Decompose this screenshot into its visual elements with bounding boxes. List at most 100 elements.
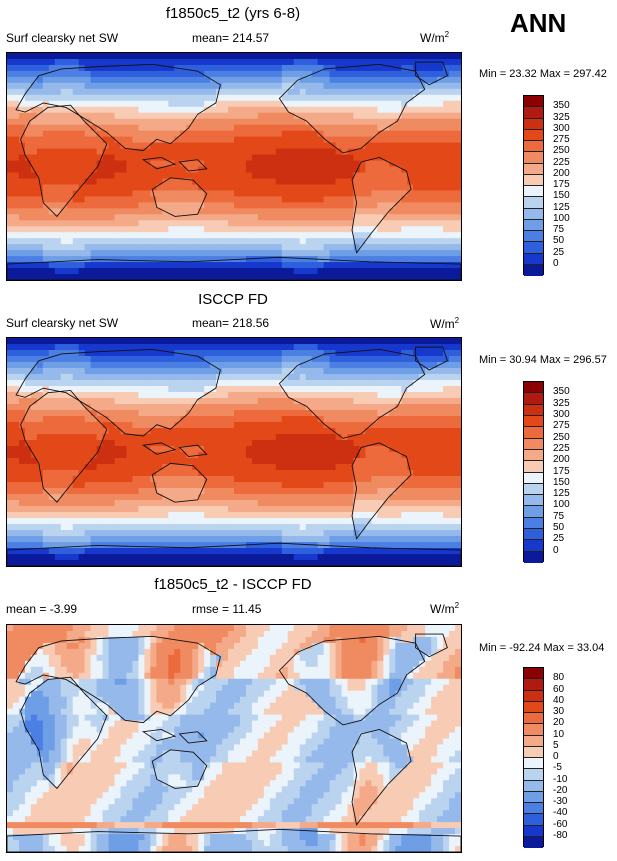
map-cell bbox=[96, 428, 104, 435]
map-cell bbox=[323, 118, 331, 126]
map-cell bbox=[425, 112, 432, 120]
map-cell bbox=[287, 88, 295, 96]
map-cell bbox=[311, 470, 319, 477]
map-cell bbox=[234, 118, 241, 126]
map-cell bbox=[425, 76, 432, 84]
map-cell bbox=[84, 232, 92, 239]
map-cell bbox=[305, 404, 313, 411]
map-cell bbox=[234, 106, 241, 114]
map-cell bbox=[216, 422, 223, 429]
map-cell bbox=[12, 262, 20, 269]
map-cell bbox=[48, 452, 56, 459]
map-cell bbox=[377, 344, 384, 351]
map-cell bbox=[186, 338, 193, 345]
map-cell bbox=[54, 344, 62, 351]
map-cell bbox=[371, 250, 378, 257]
map-cell bbox=[389, 482, 396, 489]
map-cell bbox=[72, 100, 80, 108]
map-cell bbox=[275, 184, 283, 191]
map-cell bbox=[251, 386, 259, 393]
map-cell bbox=[96, 238, 104, 245]
map-cell bbox=[263, 166, 271, 174]
map-cell bbox=[126, 386, 134, 393]
map-cell bbox=[377, 368, 384, 375]
map-cell bbox=[30, 404, 38, 411]
map-cell bbox=[78, 214, 86, 221]
map-cell bbox=[72, 220, 80, 227]
map-cell bbox=[108, 422, 116, 429]
map-cell bbox=[108, 440, 116, 447]
map-cell bbox=[30, 118, 38, 126]
map-cell bbox=[36, 368, 44, 375]
map-cell bbox=[150, 130, 157, 138]
map-cell bbox=[7, 374, 14, 381]
map-cell bbox=[311, 494, 319, 501]
map-cell bbox=[7, 136, 14, 144]
map-cell bbox=[323, 112, 331, 120]
map-cell bbox=[168, 178, 175, 186]
map-cell bbox=[30, 410, 38, 417]
map-cell bbox=[7, 202, 14, 209]
map-cell bbox=[78, 196, 86, 203]
map-cell bbox=[30, 232, 38, 239]
map-cell bbox=[90, 488, 98, 495]
map-cell bbox=[335, 64, 343, 72]
map-cell bbox=[401, 350, 408, 357]
map-cell bbox=[78, 362, 86, 369]
map-cell bbox=[222, 392, 229, 399]
map-cell bbox=[84, 274, 92, 280]
map-cell bbox=[144, 398, 151, 405]
map-cell bbox=[395, 238, 402, 245]
map-cell bbox=[228, 124, 235, 132]
map-cell bbox=[18, 208, 26, 215]
map-cell bbox=[383, 476, 390, 483]
map-cell bbox=[353, 434, 361, 441]
map-cell bbox=[150, 172, 157, 180]
map-cell bbox=[245, 482, 253, 489]
map-cell bbox=[353, 446, 361, 453]
map-cell bbox=[419, 446, 426, 453]
map-cell bbox=[359, 160, 367, 168]
map-cell bbox=[455, 338, 461, 345]
map-cell bbox=[245, 464, 253, 471]
map-cell bbox=[269, 262, 277, 269]
map-cell bbox=[180, 440, 187, 447]
map-cell bbox=[72, 452, 80, 459]
map-cell bbox=[96, 112, 104, 120]
map-cell bbox=[114, 82, 122, 90]
map-cell bbox=[275, 214, 283, 221]
map-cell bbox=[359, 190, 367, 197]
map-cell bbox=[407, 172, 414, 180]
map-cell bbox=[317, 226, 325, 233]
map-cell bbox=[78, 58, 86, 66]
map-cell bbox=[144, 428, 151, 435]
map-cell bbox=[275, 338, 283, 345]
map-cell bbox=[359, 124, 367, 132]
map-cell bbox=[413, 410, 420, 417]
map-cell bbox=[12, 148, 20, 156]
map-cell bbox=[24, 142, 32, 150]
map-cell bbox=[401, 458, 408, 465]
map-cell bbox=[180, 124, 187, 132]
map-cell bbox=[156, 452, 163, 459]
map-cell bbox=[42, 220, 50, 227]
map-cell bbox=[204, 398, 211, 405]
map-cell bbox=[7, 350, 14, 357]
map-cell bbox=[263, 76, 271, 84]
map-cell bbox=[281, 458, 289, 465]
map-cell bbox=[216, 476, 223, 483]
map-cell bbox=[317, 356, 325, 363]
map-cell bbox=[210, 94, 217, 102]
map-cell bbox=[24, 214, 32, 221]
map-cell bbox=[245, 70, 253, 78]
map-cell bbox=[371, 154, 378, 162]
map-cell bbox=[72, 106, 80, 114]
map-cell bbox=[108, 362, 116, 369]
map-cell bbox=[108, 220, 116, 227]
map-cell bbox=[341, 148, 349, 156]
map-cell bbox=[144, 214, 151, 221]
map-cell bbox=[24, 220, 32, 227]
map-cell bbox=[102, 386, 110, 393]
map-cell bbox=[198, 118, 205, 126]
map-cell bbox=[251, 244, 259, 251]
